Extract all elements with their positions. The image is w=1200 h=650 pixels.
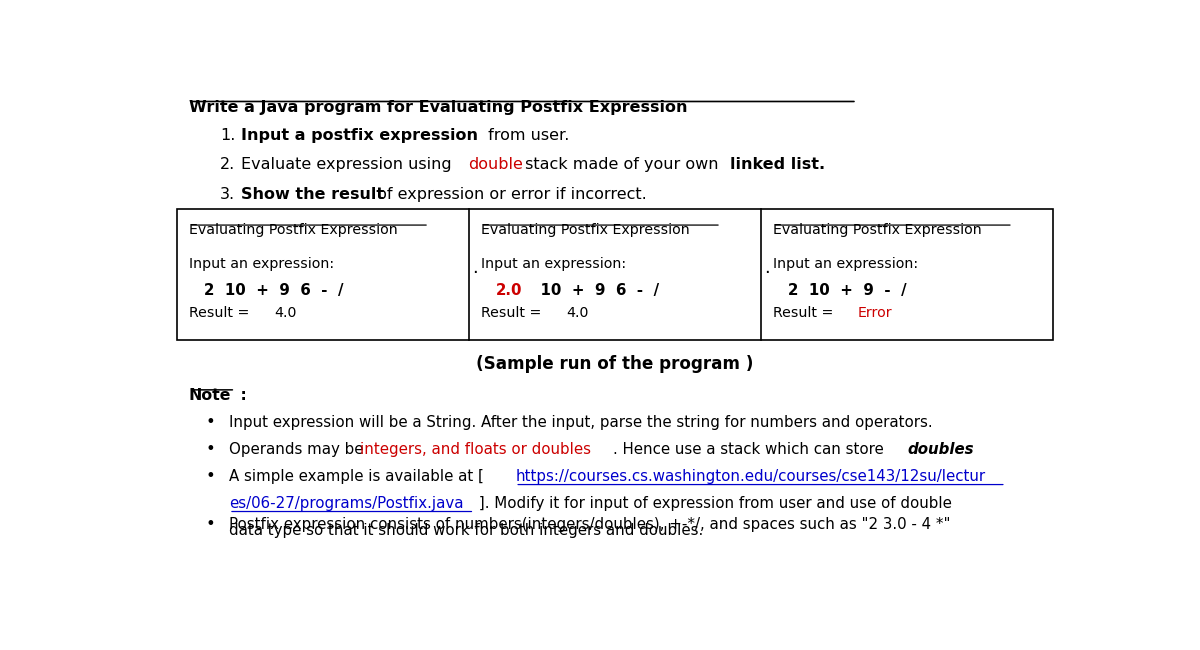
Text: .: . (764, 259, 770, 277)
Text: Input a postfix expression: Input a postfix expression (241, 128, 479, 143)
Text: doubles: doubles (907, 442, 974, 457)
Text: ]. Modify it for input of expression from user and use of double: ]. Modify it for input of expression fro… (474, 496, 953, 511)
Text: Evaluating Postfix Expression: Evaluating Postfix Expression (773, 223, 982, 237)
Text: 2  10  +  9  -  /: 2 10 + 9 - / (788, 283, 907, 298)
Text: Error: Error (858, 306, 893, 320)
Text: 2.0: 2.0 (496, 283, 523, 298)
Text: 2.: 2. (220, 157, 235, 172)
Text: linked list.: linked list. (730, 157, 824, 172)
Text: Evaluating Postfix Expression: Evaluating Postfix Expression (188, 223, 397, 237)
Text: 4.0: 4.0 (274, 306, 296, 320)
Text: •: • (206, 442, 216, 457)
Text: Result =: Result = (773, 306, 838, 320)
Text: Write a Java program for Evaluating Postfix Expression: Write a Java program for Evaluating Post… (188, 99, 688, 114)
Text: Input an expression:: Input an expression: (188, 257, 334, 270)
Text: •: • (206, 415, 216, 430)
Text: Input an expression:: Input an expression: (481, 257, 625, 270)
Text: 3.: 3. (220, 187, 235, 202)
Text: . Hence use a stack which can store: . Hence use a stack which can store (613, 442, 889, 457)
Text: Postfix expression consists of numbers(integers/doubles), +-*/, and spaces such : Postfix expression consists of numbers(i… (229, 517, 950, 532)
Text: A simple example is available at [: A simple example is available at [ (229, 469, 488, 484)
Text: integers, and floats or doubles: integers, and floats or doubles (360, 442, 590, 457)
Text: stack made of your own: stack made of your own (521, 157, 724, 172)
Text: Evaluating Postfix Expression: Evaluating Postfix Expression (481, 223, 690, 237)
Text: 10  +  9  6  -  /: 10 + 9 6 - / (530, 283, 659, 298)
Text: data type so that it should work for both integers and doubles.: data type so that it should work for bot… (229, 523, 703, 538)
Text: 2  10  +  9  6  -  /: 2 10 + 9 6 - / (204, 283, 343, 298)
Text: es/06-27/programs/Postfix.java: es/06-27/programs/Postfix.java (229, 496, 463, 511)
Text: •: • (206, 469, 216, 484)
Text: https://courses.cs.washington.edu/courses/cse143/12su/lectur: https://courses.cs.washington.edu/course… (515, 469, 985, 484)
Text: Evaluate expression using: Evaluate expression using (241, 157, 457, 172)
Text: Result =: Result = (188, 306, 253, 320)
Bar (178, 209, 1052, 340)
Text: 1.: 1. (220, 128, 235, 143)
Text: Show the result: Show the result (241, 187, 384, 202)
Text: 4.0: 4.0 (566, 306, 588, 320)
Text: Input expression will be a String. After the input, parse the string for numbers: Input expression will be a String. After… (229, 415, 932, 430)
Text: double: double (468, 157, 523, 172)
Text: Input an expression:: Input an expression: (773, 257, 918, 270)
Text: (Sample run of the program ): (Sample run of the program ) (476, 355, 754, 373)
Text: :: : (235, 387, 247, 402)
Text: Result =: Result = (481, 306, 546, 320)
Text: from user.: from user. (484, 128, 570, 143)
Text: of expression or error if incorrect.: of expression or error if incorrect. (372, 187, 647, 202)
Text: .: . (472, 259, 478, 277)
Text: Note: Note (188, 387, 232, 402)
Text: •: • (206, 517, 216, 532)
Text: .: . (965, 442, 970, 457)
Text: Operands may be: Operands may be (229, 442, 368, 457)
